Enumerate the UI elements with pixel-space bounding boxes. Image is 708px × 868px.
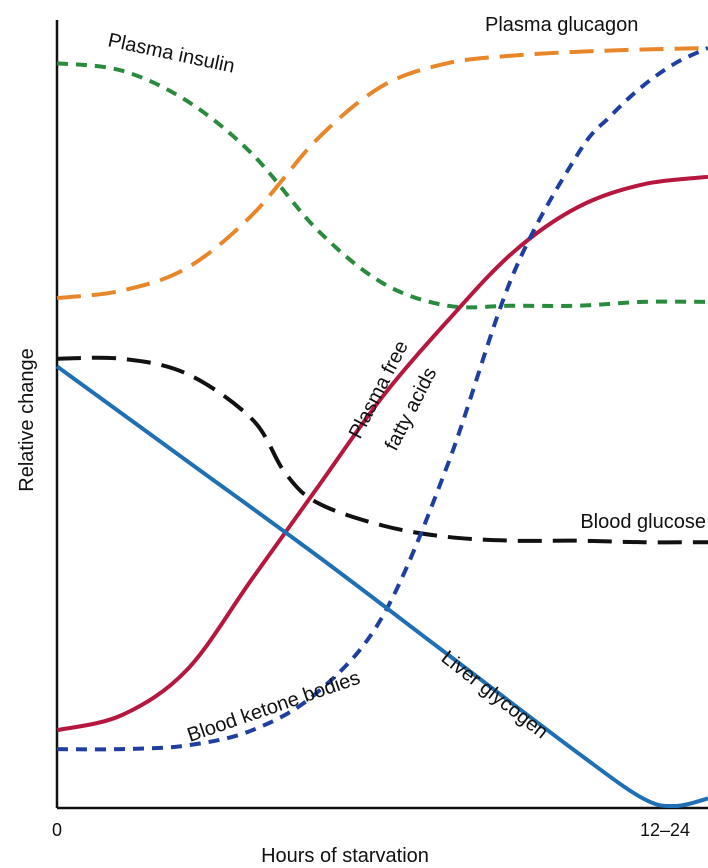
x-tick-label-end: 12–24 (640, 820, 690, 840)
series-line-plasma-glucagon (56, 46, 708, 301)
y-axis-title: Relative change (16, 348, 38, 491)
x-tick-label-start: 0 (52, 820, 62, 840)
series-line-plasma-free-fatty-acids (56, 174, 708, 733)
series-line-blood-glucose (56, 355, 708, 545)
label-blood-ketone-bodies: Blood ketone bodies (184, 667, 363, 747)
x-axis-title: Hours of starvation (261, 845, 429, 867)
label-liver-glycogen: Liver glycogen (437, 647, 552, 744)
series-line-plasma-insulin (56, 61, 708, 310)
label-blood-glucose: Blood glucose (580, 511, 706, 533)
series-line-liver-glycogen (55, 364, 708, 809)
label-plasma-insulin: Plasma insulin (106, 29, 237, 77)
label-plasma-glucagon: Plasma glucagon (485, 14, 638, 36)
series-layer (55, 46, 708, 809)
series-line-blood-ketone-bodies (56, 46, 708, 752)
